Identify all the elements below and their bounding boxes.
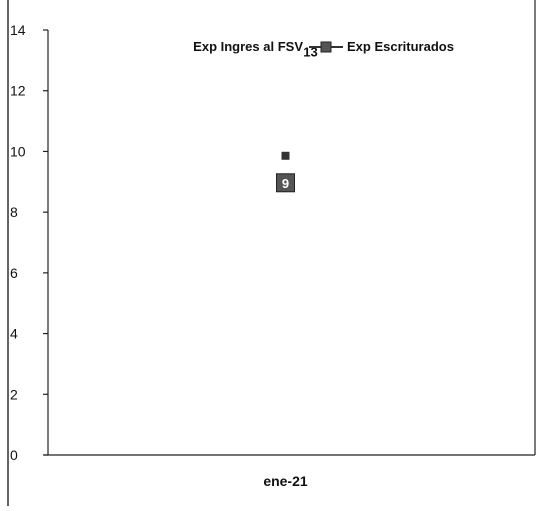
y-tick-label: 2	[10, 386, 18, 402]
y-tick-label: 8	[10, 204, 18, 220]
legend-marker-escriturados	[320, 41, 332, 53]
x-axis-labels: ene-21	[263, 473, 308, 489]
y-axis-ticks: 0 2 4 6 8 10 12 14	[10, 22, 48, 463]
data-label-escriturados: 9	[282, 176, 289, 191]
y-tick-label: 14	[10, 22, 26, 38]
series-escriturados-marker	[276, 173, 295, 193]
data-label-ingres: 13	[303, 44, 317, 59]
y-tick-label: 12	[10, 83, 26, 99]
legend-label-escriturados: Exp Escriturados	[347, 39, 454, 54]
y-tick-label: 10	[10, 143, 26, 159]
y-tick-label: 6	[10, 265, 18, 281]
legend: Exp Ingres al FSV Exp Escriturados	[193, 39, 454, 54]
series-escriturados-marker-top	[281, 151, 290, 160]
y-tick-label: 0	[10, 447, 18, 463]
x-category-label: ene-21	[263, 473, 308, 489]
y-tick-label: 4	[10, 326, 18, 342]
series-layer: 13 9	[276, 44, 318, 193]
legend-label-ingres: Exp Ingres al FSV	[193, 39, 303, 54]
